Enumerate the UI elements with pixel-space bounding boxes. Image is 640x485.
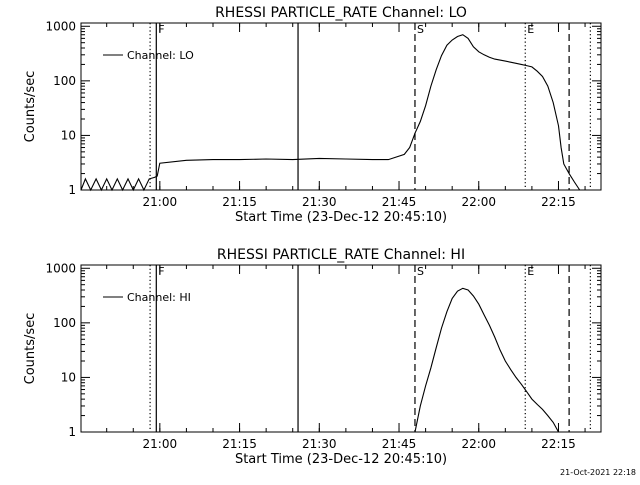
x-axis-label: Start Time (23-Dec-12 20:45:10) [235, 452, 447, 467]
y-axis-label: Counts/sec [23, 313, 38, 385]
x-tick-label: 21:45 [382, 437, 417, 451]
series-line-channel--hi [414, 287, 559, 433]
plot-frame [80, 264, 602, 433]
event-marker-label: E [527, 23, 534, 36]
chart-title-1: RHESSI PARTICLE_RATE Channel: HI [217, 247, 465, 263]
x-tick-label: 21:00 [143, 437, 178, 451]
x-tick-label: 22:15 [541, 195, 576, 209]
event-marker-label: F [158, 23, 164, 36]
x-tick-label: 21:30 [302, 195, 337, 209]
y-tick-label: 100 [53, 316, 76, 330]
x-tick-label: 21:30 [302, 437, 337, 451]
chart-title-0: RHESSI PARTICLE_RATE Channel: LO [215, 5, 467, 21]
x-tick-label: 21:15 [222, 437, 257, 451]
y-tick-label: 1 [68, 425, 76, 439]
x-tick-label: 21:45 [382, 195, 417, 209]
x-tick-label: 22:00 [461, 437, 496, 451]
x-tick-label: 21:00 [143, 195, 178, 209]
y-tick-label: 100 [53, 74, 76, 88]
x-tick-label: 21:15 [222, 195, 257, 209]
x-axis-label: Start Time (23-Dec-12 20:45:10) [235, 210, 447, 225]
event-marker-label: F [158, 265, 164, 278]
legend-label: Channel: HI [127, 291, 191, 304]
x-tick-label: 22:00 [461, 195, 496, 209]
y-tick-label: 10 [61, 370, 76, 384]
y-tick-label: 10 [61, 128, 76, 142]
y-tick-label: 1000 [45, 261, 76, 275]
x-tick-label: 22:15 [541, 437, 576, 451]
y-tick-label: 1 [68, 183, 76, 197]
y-tick-label: 1000 [45, 19, 76, 33]
event-marker-label: E [527, 265, 534, 278]
event-marker-label: S [417, 265, 424, 278]
legend-label: Channel: LO [127, 49, 194, 62]
y-axis-label: Counts/sec [23, 71, 38, 143]
event-marker-label: S [417, 23, 424, 36]
footer-timestamp: 21-Oct-2021 22:18 [560, 468, 636, 477]
plot-frame [80, 22, 602, 191]
